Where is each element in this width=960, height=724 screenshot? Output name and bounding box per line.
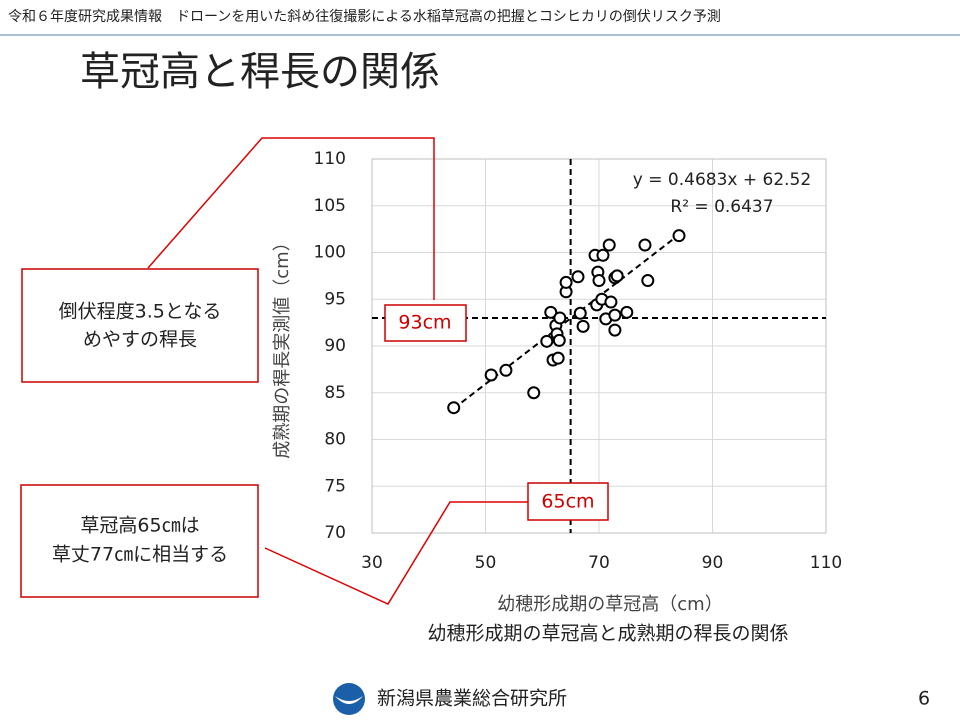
data-point [604, 295, 618, 309]
data-point [638, 238, 652, 252]
plot: 70 75 80 85 90 95 100 105 110 30 50 70 90 110 y = 0.46… [272, 149, 842, 645]
data-point [672, 229, 686, 243]
reference-label: 93cm [398, 312, 451, 334]
data-point [553, 311, 567, 325]
page-number: 6 [918, 688, 930, 710]
callout-text: 草冠高65㎝は [80, 515, 199, 537]
callout-leader [264, 501, 528, 605]
y-tick-label: 75 [324, 476, 346, 496]
callout-leader [147, 137, 435, 300]
header-text: 令和６年度研究成果情報 ドローンを用いた斜め往復撮影による水稲草冠高の把握とコシ… [8, 8, 721, 25]
x-tick-label: 110 [810, 553, 842, 573]
logo-mark [335, 696, 363, 704]
y-tick-label: 90 [324, 336, 346, 356]
y-tick-label: 70 [324, 523, 346, 543]
y-tick-label: 100 [314, 243, 346, 263]
data-point [573, 306, 587, 320]
data-point [551, 351, 565, 365]
y-tick-label: 85 [324, 383, 346, 403]
callout-text: 草丈77㎝に相当する [52, 544, 228, 566]
chart-caption: 幼穂形成期の草冠高と成熟期の稈長の関係 [427, 623, 788, 645]
data-point [484, 368, 498, 382]
data-point [552, 333, 566, 347]
data-point [540, 334, 554, 348]
trendline [453, 233, 680, 410]
x-tick-label: 30 [361, 553, 383, 573]
logo [333, 683, 365, 715]
trend-equation: y = 0.4683x + 62.52 [633, 170, 811, 190]
data-point [576, 319, 590, 333]
y-tick-label: 80 [324, 430, 346, 450]
x-tick-label: 90 [702, 553, 724, 573]
plot-frame [371, 158, 827, 534]
data-point [559, 275, 573, 289]
data-point [571, 270, 585, 284]
trend-r2: R² = 0.6437 [670, 197, 773, 217]
data-point [447, 401, 461, 415]
data-point [592, 274, 606, 288]
callout-box [20, 484, 259, 598]
y-tick-label: 105 [314, 196, 346, 216]
data-point [641, 274, 655, 288]
slide-title: 草冠高と稈長の関係 [80, 49, 440, 95]
data-point [544, 305, 558, 319]
callout-text: めやすの稈長 [83, 329, 197, 351]
x-tick-label: 50 [475, 553, 497, 573]
data-point [602, 238, 616, 252]
y-tick-label: 95 [324, 289, 346, 309]
data-point [499, 363, 513, 377]
footer-org: 新潟県農業総合研究所 [377, 688, 567, 710]
data-point [610, 269, 624, 283]
data-point [608, 323, 622, 337]
reference-label: 65cm [541, 491, 594, 513]
x-tick-label: 70 [588, 553, 610, 573]
data-point [596, 248, 610, 262]
reference-label-box [384, 304, 467, 342]
callout-text: 倒伏程度3.5となる [59, 301, 222, 323]
y-tick-label: 110 [314, 149, 346, 169]
data-point [620, 305, 634, 319]
data-point [608, 308, 622, 322]
data-point [527, 386, 541, 400]
x-axis-label: 幼穂形成期の草冠高（cm） [497, 594, 722, 615]
callout-box [21, 268, 259, 383]
y-axis-label: 成熟期の稈長実測値（cm） [272, 233, 293, 458]
